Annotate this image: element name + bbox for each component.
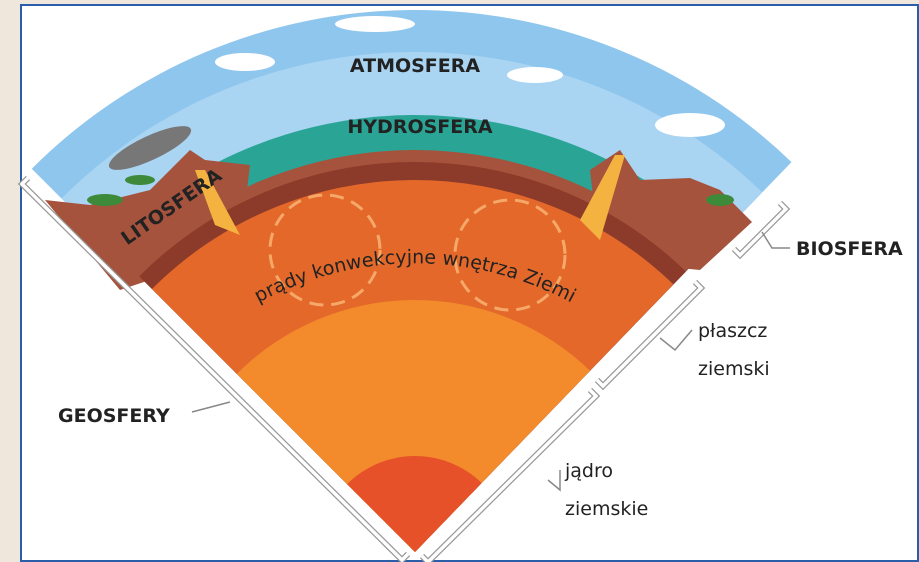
atmosphere-label: ATMOSFERA	[350, 55, 481, 77]
core-label: jądro	[564, 460, 613, 482]
mantle-label: ziemski	[698, 358, 770, 380]
diagram: ATMOSFERA HYDROSFERA LITOSFERA prądy kon…	[0, 0, 919, 562]
biosphere-label: BIOSFERA	[796, 238, 903, 260]
geospheres-label: GEOSFERY	[58, 405, 170, 427]
hydrosphere-label: HYDROSFERA	[347, 116, 492, 138]
page: ATMOSFERA HYDROSFERA LITOSFERA prądy kon…	[0, 0, 919, 562]
core-label: ziemskie	[565, 498, 648, 520]
mantle-label: płaszcz	[698, 320, 767, 342]
